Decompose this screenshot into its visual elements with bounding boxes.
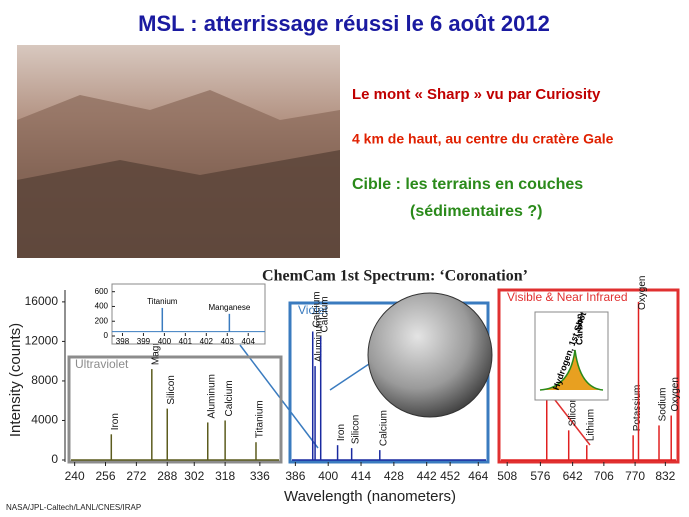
element-label: Oxygen	[670, 377, 681, 411]
x-tick-label: 576	[530, 469, 550, 483]
element-label: Aluminum	[206, 374, 217, 418]
x-tick-label: 770	[625, 469, 645, 483]
element-label: Lithium	[585, 409, 596, 441]
slide-title: MSL : atterrissage réussi le 6 août 2012	[138, 11, 550, 36]
element-label: Silicon	[567, 397, 578, 426]
x-tick-label: 428	[384, 469, 404, 483]
element-label: Titanium	[255, 400, 266, 438]
region-box	[67, 355, 283, 464]
inset-x-tick-label: 403	[221, 337, 235, 346]
element-label: Potassium	[632, 385, 643, 432]
nir-inset-label: Carbon	[574, 314, 584, 346]
y-tick-label: 4000	[31, 413, 58, 427]
region-label: Violet	[298, 303, 328, 317]
inset-y-tick-label: 600	[95, 287, 109, 296]
inset-y-tick-label: 0	[104, 331, 109, 340]
inset-frame	[111, 283, 266, 345]
caption: 4 km de haut, au centre du cratère Gale	[352, 131, 614, 147]
y-tick-label: 8000	[31, 373, 58, 387]
x-tick-label: 414	[351, 469, 371, 483]
element-label: Iron	[110, 413, 121, 430]
y-tick-label: 16000	[25, 294, 59, 308]
x-tick-label: 240	[65, 469, 85, 483]
caption: Cible : les terrains en couches	[352, 176, 583, 193]
element-label: Aluminum	[314, 318, 325, 362]
inset-x-tick-label: 399	[137, 337, 151, 346]
inset-x-tick-label: 400	[158, 337, 172, 346]
x-tick-label: 302	[184, 469, 204, 483]
inset-peak-label: Titanium	[147, 297, 178, 306]
y-axis-label: Intensity (counts)	[7, 323, 24, 437]
x-tick-label: 288	[157, 469, 177, 483]
region-box	[288, 301, 490, 464]
element-label: Calcium	[319, 296, 330, 332]
x-axis-label: Wavelength (nanometers)	[284, 488, 456, 505]
x-tick-label: 336	[250, 469, 270, 483]
element-label: Oxygen	[637, 276, 648, 310]
x-tick-label: 256	[95, 469, 115, 483]
region-label: Ultraviolet	[75, 357, 129, 371]
chart-title: ChemCam 1st Spectrum: ‘Coronation’	[262, 268, 528, 285]
x-tick-label: 442	[417, 469, 437, 483]
region-box	[497, 288, 680, 464]
rock-image	[367, 292, 493, 418]
nir-inset-curve	[539, 349, 604, 391]
element-label: Calcium	[311, 291, 322, 327]
inset-y-tick-label: 400	[95, 302, 109, 311]
mars-photo	[17, 45, 340, 258]
element-label: Sodium	[658, 388, 669, 422]
x-tick-label: 400	[318, 469, 338, 483]
element-label: Silicon	[350, 415, 361, 444]
y-tick-label: 12000	[25, 334, 59, 348]
x-tick-label: 318	[215, 469, 235, 483]
inset-x-tick-label: 398	[116, 337, 130, 346]
credit: NASA/JPL-Caltech/LANL/CNES/IRAP	[6, 503, 141, 512]
inset-y-tick-label: 200	[95, 316, 109, 325]
caption: (sédimentaires ?)	[410, 203, 542, 220]
element-label: Silicon	[166, 375, 177, 404]
x-tick-label: 706	[594, 469, 614, 483]
x-tick-label: 452	[440, 469, 460, 483]
inset-x-tick-label: 401	[179, 337, 193, 346]
caption: Le mont « Sharp » vu par Curiosity	[352, 86, 601, 103]
x-tick-label: 642	[563, 469, 583, 483]
x-tick-label: 386	[285, 469, 305, 483]
inset-peak-label: Manganese	[208, 303, 250, 312]
arrows	[239, 344, 591, 449]
x-tick-label: 508	[497, 469, 517, 483]
inset-x-tick-label: 402	[200, 337, 214, 346]
element-label: Calcium	[378, 410, 389, 446]
y-tick-label: 0	[51, 452, 58, 466]
x-tick-label: 832	[655, 469, 675, 483]
region-label: Visible & Near Infrared	[507, 290, 628, 304]
x-tick-label: 272	[126, 469, 146, 483]
inset-x-tick-label: 404	[242, 337, 256, 346]
element-label: Iron	[336, 424, 347, 441]
x-tick-label: 464	[468, 469, 488, 483]
element-label: Calcium	[224, 380, 235, 416]
